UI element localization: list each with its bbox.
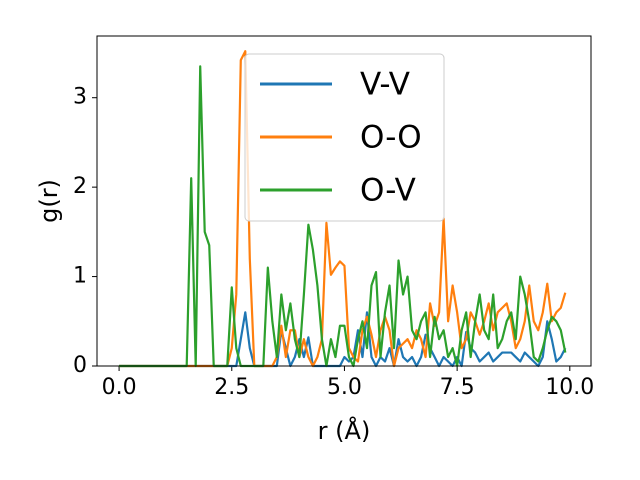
y-tick-label: 2 [73,174,87,199]
x-tick-label: 10.0 [545,375,594,400]
line-series [119,65,567,368]
legend-label: O-V [360,173,416,209]
plot-frame [96,35,592,367]
legend-box [244,53,445,222]
legend-label: O-O [360,120,422,156]
legend-label: V-V [360,67,410,103]
x-tick-label: 2.5 [214,375,249,400]
y-tick-label: 0 [73,353,87,378]
y-axis-label: g(r) [35,179,63,223]
y-tick-label: 3 [73,85,87,110]
x-axis-label: r (Å) [318,416,371,445]
y-tick-label: 1 [73,264,87,289]
x-tick-label: 0.0 [102,375,137,400]
x-tick-label: 7.5 [440,375,475,400]
x-tick-label: 5.0 [327,375,362,400]
